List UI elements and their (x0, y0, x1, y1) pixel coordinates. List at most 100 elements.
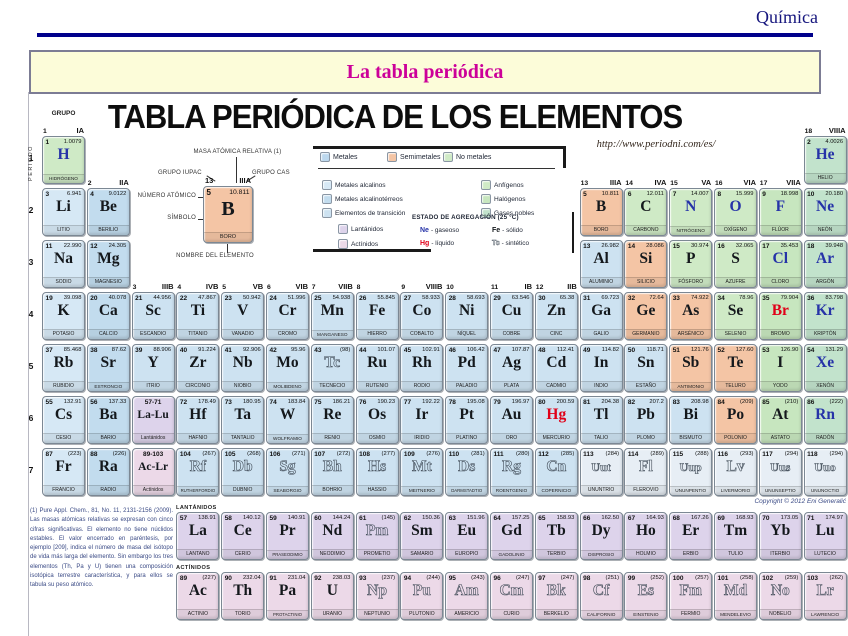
element-symbol: Ti (190, 301, 206, 319)
legend-label: Halógenos (494, 195, 526, 203)
element-cell-Fm: 100 (257) Fm FERMIO (669, 572, 713, 620)
element-symbol: Cf (592, 581, 610, 599)
element-name: LITIO (43, 225, 84, 235)
element-symbol: Y (147, 353, 159, 371)
atomic-mass: 121.76 (690, 346, 709, 353)
element-cell-U: 92 238.03 U URANIO (310, 572, 354, 620)
element-cell-Rh: 45 102.91 Rh RODIO (400, 344, 444, 392)
legend-swatch (481, 208, 491, 218)
estado-symbol: Tc (492, 240, 500, 247)
element-symbol: Pa (278, 581, 297, 599)
element-name: EUROPIO (446, 549, 488, 559)
element-symbol: Hs (368, 457, 387, 475)
atomic-mass: 208.98 (690, 398, 709, 405)
atomic-mass: (289) (650, 450, 664, 457)
element-cell-Rn: 86 (222) Rn RADÓN (803, 396, 847, 444)
element-cell-Sn: 50 118.71 Sn ESTAÑO (624, 344, 668, 392)
element-symbol: Al (593, 249, 609, 267)
period-number-5: 5 (28, 361, 34, 371)
atomic-number: 58 (224, 514, 232, 522)
element-symbol: Fr (55, 457, 72, 475)
period-number-3: 3 (28, 257, 34, 267)
element-cell-Sc: 21 44.956 Sc ESCANDIO (131, 292, 175, 340)
period-number-4: 4 (28, 309, 34, 319)
atomic-number: 115 (672, 450, 684, 458)
element-symbol: Pr (279, 521, 296, 539)
legend-label: Anfígenos (494, 181, 524, 189)
element-name: COBALTO (401, 329, 443, 339)
element-name: BROMO (759, 329, 801, 339)
atomic-mass: 58.933 (422, 294, 440, 301)
atomic-number: 39 (135, 346, 143, 354)
annotation-line-number (198, 197, 205, 198)
element-name: DISPROSIO (580, 550, 622, 559)
element-symbol: Cd (546, 353, 567, 371)
element-cell-Pa: 91 231.04 Pa PROTACTINIO (266, 572, 309, 620)
atomic-number: 109 (403, 450, 415, 458)
atomic-number: 96 (493, 574, 501, 582)
element-name: FERMIO (670, 609, 712, 619)
element-name: ANTIMONIO (670, 382, 712, 391)
element-cell-Ni: 28 58.693 Ni NÍQUEL (445, 292, 489, 340)
element-cell-Hs: 108 (277) Hs HASSIO (355, 448, 399, 496)
element-cell-K: 19 39.098 K POTASIO (42, 292, 85, 340)
element-cell-He: 2 4.0026 He HELIO (803, 136, 847, 184)
element-symbol: Po (726, 405, 745, 423)
element-symbol: K (57, 301, 70, 319)
atomic-mass: 14.007 (690, 190, 709, 197)
group-label-2: 2 IIA (87, 178, 129, 187)
footnote: (1) Pure Appl. Chem., 81, No. 11, 2131-2… (30, 507, 173, 591)
atomic-mass: 47.867 (198, 294, 216, 301)
element-name: SODIO (43, 277, 84, 287)
element-cell-Rg: 111 (280) Rg ROENTGENIO (490, 448, 533, 496)
estado-label: - gaseoso (430, 227, 460, 234)
element-cell-La: 57 138.91 La LANTANO (176, 512, 220, 560)
atomic-mass: 1.0079 (63, 138, 82, 145)
element-symbol: Zn (546, 301, 566, 319)
element-name: TORIO (222, 609, 264, 619)
element-name: RODIO (401, 381, 443, 391)
legend-nonmetal-item-1: Halógenos (481, 194, 526, 204)
element-name: CLORO (759, 277, 801, 287)
legend-swatch (338, 239, 348, 249)
atomic-mass: (251) (605, 574, 620, 581)
element-cell-Ba: 56 137.33 Ba BARIO (86, 396, 130, 444)
group-label-10: 10 (446, 284, 454, 291)
element-name: TERBIO (535, 549, 577, 559)
element-name: IRIDIO (401, 433, 443, 443)
atomic-number: 49 (583, 346, 591, 354)
atomic-mass: (268) (247, 450, 261, 457)
element-cell-Ag: 47 107.87 Ag PLATA (490, 344, 533, 392)
element-cell-Uut: 113 (284) Uut UNUNTRIO (579, 448, 623, 496)
group-label-15: 15 VA (670, 178, 712, 187)
atomic-mass: 72.64 (649, 294, 664, 301)
element-cell-Am: 95 (243) Am AMERICIO (445, 572, 489, 620)
element-symbol: Rn (815, 405, 835, 423)
atomic-number: 80 (538, 398, 546, 406)
element-name: CROMO (267, 329, 308, 339)
atomic-number: 83 (672, 398, 680, 406)
atomic-mass: 4.0026 (825, 138, 844, 145)
atomic-mass: 126.90 (780, 346, 799, 353)
atomic-mass: 127.60 (735, 346, 754, 353)
element-cell-Lu: 71 174.97 Lu LUTECIO (803, 512, 847, 560)
annotation-line-name (227, 244, 228, 253)
element-name: SILICIO (625, 277, 667, 287)
element-name: DARMSTADTIO (446, 486, 488, 495)
element-symbol: Mn (320, 301, 344, 319)
element-symbol: Lu (815, 521, 835, 539)
atomic-mass: 238.03 (332, 574, 351, 581)
atomic-number: 36 (807, 294, 815, 302)
element-name: YODO (759, 381, 801, 391)
group-label-7: 7 VIIB (311, 282, 353, 291)
element-symbol: Es (637, 581, 655, 599)
atomic-mass: 112.41 (556, 346, 575, 353)
element-cell-Zr: 40 91.224 Zr CIRCONIO (176, 344, 220, 392)
legend-divider (318, 168, 555, 170)
atomic-mass: 55.845 (377, 294, 396, 301)
element-symbol: Ar (816, 249, 835, 267)
element-name: AZUFRE (715, 277, 756, 287)
atomic-mass: 87.62 (111, 346, 127, 353)
element-symbol: Ge (636, 301, 656, 319)
element-cell-Cm: 96 (247) Cm CURIO (490, 572, 533, 620)
